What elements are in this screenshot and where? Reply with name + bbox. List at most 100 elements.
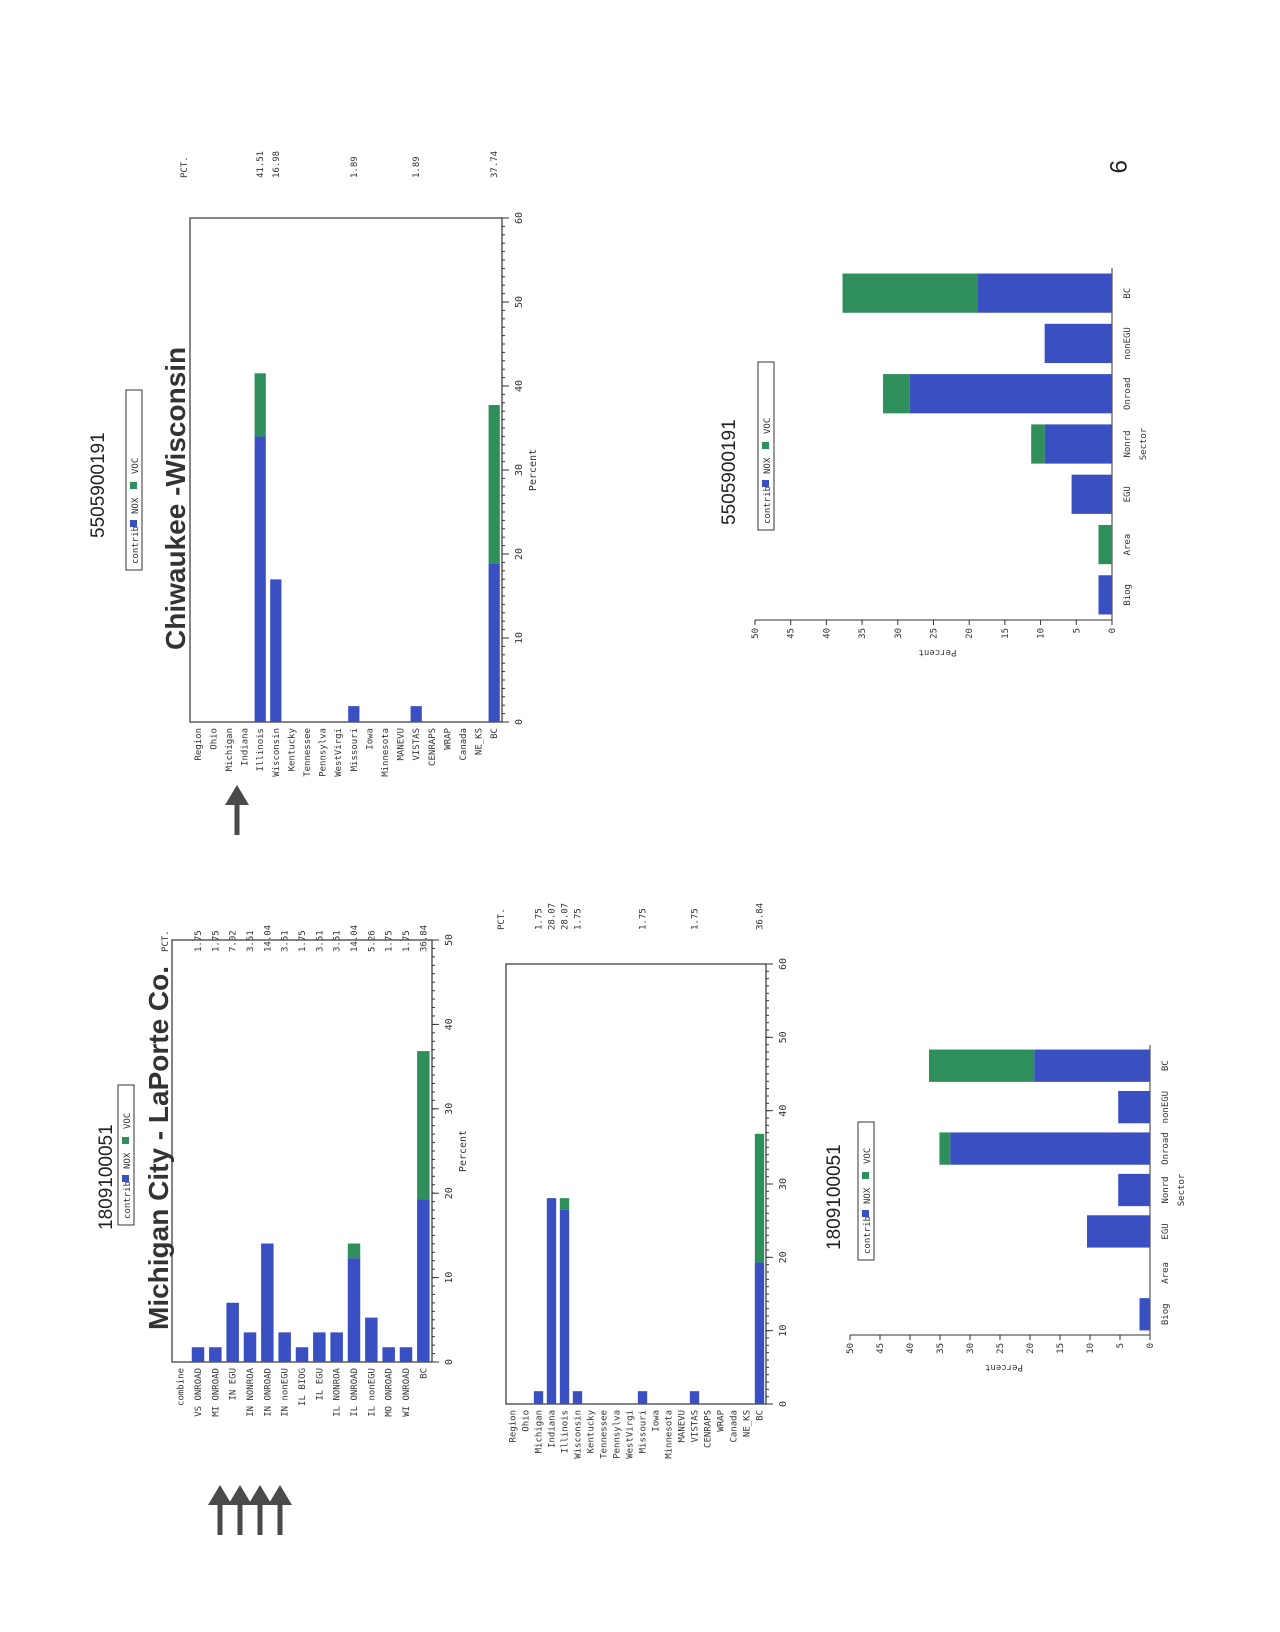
pct-label: 14.04: [350, 925, 360, 952]
category-label: WRAP: [717, 1409, 727, 1431]
category-label: Kentucky: [587, 1409, 597, 1453]
y-tick-label: 30: [894, 628, 904, 639]
bar-nox: [417, 1199, 430, 1362]
voc-swatch: [862, 1172, 869, 1179]
pct-label: 36.84: [419, 925, 429, 952]
y-tick-label: 5: [1116, 1343, 1126, 1348]
arrow-up-icon: [225, 785, 249, 805]
category-label: IL nonEGU: [367, 1368, 377, 1417]
x-tick-label: 0: [514, 719, 525, 725]
pct-label: 28.07: [548, 903, 558, 930]
legend-michigan-top: contrib NOX VOC: [117, 1084, 135, 1226]
category-label: MI ONROAD: [211, 1368, 221, 1417]
x-tick-label: 40: [778, 1105, 789, 1117]
x-tick-label: 10: [514, 632, 525, 644]
bar-voc: [883, 374, 910, 414]
pct-label: 1.89: [412, 156, 422, 178]
bar-nox: [270, 579, 282, 722]
y-tick-label: 45: [787, 628, 797, 639]
category-label: Michigan: [225, 728, 235, 771]
y-axis-label: Percent: [985, 1362, 1023, 1372]
nox-swatch: [862, 1210, 869, 1217]
bar-nox: [278, 1332, 291, 1362]
x-tick-label: 30: [514, 464, 525, 476]
bar-voc: [939, 1132, 951, 1165]
y-tick-label: 45: [876, 1343, 886, 1354]
station-id-chiwaukee-sector: 5505900191: [719, 419, 740, 525]
category-label: Nonrd: [1161, 1176, 1171, 1203]
pct-label: 1.75: [211, 930, 221, 952]
category-label: WI ONROAD: [402, 1368, 412, 1417]
category-label: Biog: [1161, 1303, 1171, 1325]
bar-voc: [1031, 424, 1045, 464]
pct-label: 37.74: [490, 151, 500, 178]
bar-nox: [261, 1243, 274, 1362]
category-label: Iowa: [365, 728, 375, 750]
bar-nox: [950, 1132, 1150, 1165]
legend-chiwaukee-top-box: [125, 389, 143, 571]
bar-nox: [1044, 424, 1112, 464]
bar-nox: [365, 1317, 378, 1362]
legend-michigan-sector-nox-label: NOX: [863, 1187, 873, 1204]
category-label: Wisconsin: [574, 1410, 584, 1459]
chart-michigan-region: 0 10 20 30 40 50 60 Region Ohio Michigan 1.75 India…: [497, 903, 789, 1459]
category-label: Area: [1123, 534, 1133, 556]
category-label: BC: [756, 1410, 766, 1421]
pct-label: 41.51: [256, 151, 266, 178]
category-label: Onroad: [1161, 1132, 1171, 1165]
bar-nox: [399, 1347, 413, 1362]
pct-label: 1.75: [298, 930, 308, 952]
bar-nox: [295, 1347, 309, 1362]
y-tick-label: 0: [1108, 628, 1118, 633]
arrow-up-icon: [268, 1485, 292, 1505]
x-tick-label: 60: [778, 958, 789, 970]
chart-michigan-region-frame: [505, 963, 767, 1405]
category-label: Indiana: [548, 1410, 558, 1448]
category-label: WestVirgi: [626, 1410, 636, 1459]
y-tick-label: 5: [1072, 628, 1082, 633]
category-label: Biog: [1123, 584, 1133, 606]
page-title-michigan: Michigan City - LaPorte Co.: [143, 966, 174, 1330]
category-label: Illinois: [561, 1410, 571, 1453]
arrow-up-icon-shaft: [277, 1503, 283, 1535]
bar-nox: [1071, 474, 1112, 514]
category-label: Kentucky: [287, 727, 297, 771]
y-tick-label: 0: [1146, 1343, 1156, 1348]
chart-michigan-contrib: 0 10 20 30 40 50 Percent combine VS ONROAD 1.75 MI…: [161, 925, 469, 1417]
y-tick-label: 25: [996, 1343, 1006, 1354]
y-axis-label: Percent: [919, 647, 957, 657]
category-label: Ohio: [209, 728, 219, 750]
chart-chiwaukee-region: 0 10 20 30 40 50 60 Percent Region Ohio Michigan In…: [180, 151, 539, 777]
category-label: CENRAPS: [428, 728, 438, 766]
category-label: Minnesota: [381, 728, 391, 777]
bar-voc: [754, 1133, 765, 1263]
legend-chiwaukee-top-title: contrib: [131, 526, 141, 564]
y-tick-label: 10: [1086, 1343, 1096, 1354]
legend-chiwaukee-top: contrib NOX VOC: [125, 389, 143, 571]
category-label: Region: [194, 728, 204, 761]
pct-label: 1.89: [350, 156, 360, 178]
pct-label: 36.84: [756, 903, 766, 930]
category-label: combine: [177, 1368, 187, 1406]
category-label: Pennsylva: [613, 1410, 623, 1459]
bar-nox: [488, 563, 500, 722]
legend-chiwaukee-sector-box: [757, 361, 775, 531]
nox-swatch: [762, 480, 769, 487]
voc-swatch: [122, 1137, 129, 1144]
bar-nox: [546, 1198, 557, 1404]
x-tick-label: 20: [778, 1251, 789, 1263]
x-axis-label: Sector: [1139, 427, 1149, 460]
bar-voc: [488, 404, 500, 564]
station-id-michigan: 1809100051: [96, 1124, 117, 1230]
bar-nox: [243, 1332, 257, 1362]
x-tick-label: 10: [444, 1272, 455, 1284]
voc-swatch: [762, 442, 769, 449]
category-label: MANEVU: [678, 1410, 688, 1443]
pct-label: 1.75: [691, 908, 701, 930]
bar-voc: [928, 1049, 1035, 1082]
chart-michigan-sector: 0 5 10 15 20 25 30 35 40 45 50 Percent Biog Area EGU No…: [846, 1045, 1187, 1372]
bar-voc: [417, 1051, 430, 1200]
x-tick-label: 50: [514, 296, 525, 308]
category-label: Wisconsin: [272, 728, 282, 777]
x-tick-label: 30: [778, 1178, 789, 1190]
